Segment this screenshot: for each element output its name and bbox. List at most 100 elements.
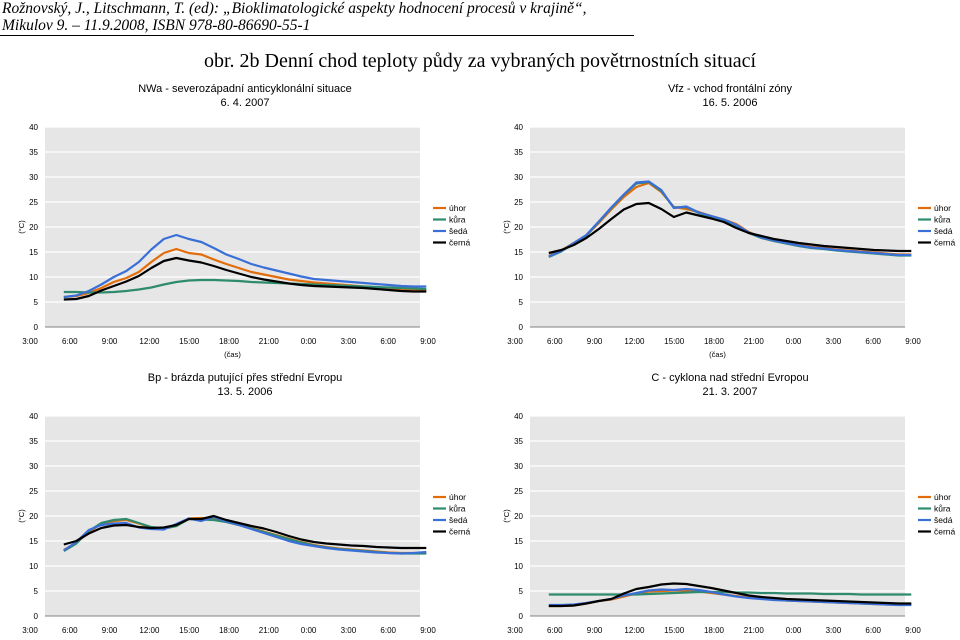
x-tick-label: 3:00 (507, 337, 523, 346)
legend-label-černá: černá (449, 238, 471, 248)
y-tick-label: 40 (29, 123, 38, 132)
x-tick-label: 15:00 (664, 626, 685, 635)
x-tick-label: 21:00 (744, 626, 765, 635)
y-tick-label: 15 (29, 537, 38, 546)
y-tick-label: 35 (514, 148, 523, 157)
y-tick-label: 25 (29, 198, 38, 207)
legend-label-šedá: šedá (449, 226, 468, 236)
x-tick-label: 18:00 (704, 337, 725, 346)
y-tick-label: 20 (514, 512, 523, 521)
series-line-černá (63, 514, 427, 550)
x-axis-label: (čas) (709, 350, 726, 359)
y-tick-label: 30 (514, 462, 523, 471)
y-tick-label: 5 (519, 298, 524, 307)
x-tick-label: 12:00 (624, 337, 645, 346)
legend-label-černá: černá (934, 238, 956, 248)
y-tick-label: 0 (34, 612, 39, 621)
x-tick-label: 18:00 (219, 337, 240, 346)
chart-panel-3: Bp - brázda putující přes střední Evropu… (17, 372, 471, 640)
header-citation-line1: Rožnovský, J., Litschmann, T. (ed): „Bio… (2, 0, 587, 17)
series-line-šedá (63, 233, 427, 299)
y-axis-label: (°C) (502, 220, 511, 234)
chart-subtitle: 21. 3. 2007 (702, 386, 757, 398)
series-line-kůra (63, 278, 427, 294)
y-tick-label: 0 (519, 323, 524, 332)
y-tick-label: 15 (514, 537, 523, 546)
x-tick-label: 6:00 (547, 626, 563, 635)
x-tick-label: 9:00 (102, 626, 118, 635)
x-tick-label: 21:00 (259, 626, 280, 635)
legend-label-úhor: úhor (449, 203, 466, 213)
x-tick-label: 6:00 (62, 337, 78, 346)
y-tick-label: 20 (514, 223, 523, 232)
y-tick-label: 0 (519, 612, 524, 621)
chart-title: Bp - brázda putující přes střední Evropu (148, 372, 342, 384)
y-tick-label: 30 (514, 173, 523, 182)
y-tick-label: 10 (514, 273, 523, 282)
x-tick-label: 9:00 (420, 337, 436, 346)
chart-title: NWa - severozápadní anticyklonální situa… (138, 83, 352, 95)
x-tick-label: 3:00 (341, 626, 357, 635)
y-axis-label: (°C) (17, 220, 26, 234)
legend-label-šedá: šedá (934, 226, 953, 236)
x-tick-label: 3:00 (22, 626, 38, 635)
figure-title: obr. 2b Denní chod teploty půdy za vybra… (203, 50, 757, 72)
series-line-černá (63, 256, 427, 301)
x-tick-label: 18:00 (704, 626, 725, 635)
y-tick-label: 10 (29, 562, 38, 571)
y-axis-label: (°C) (502, 509, 511, 523)
chart-panel-4: C - cyklona nad střední Evropou 21. 3. 20… (502, 372, 956, 640)
x-tick-label: 3:00 (507, 626, 523, 635)
x-tick-label: 15:00 (179, 626, 200, 635)
y-axis-label: (°C) (17, 509, 26, 523)
x-tick-label: 21:00 (259, 337, 280, 346)
x-tick-label: 18:00 (219, 626, 240, 635)
x-tick-label: 0:00 (301, 337, 317, 346)
x-tick-label: 9:00 (420, 626, 436, 635)
y-tick-label: 40 (514, 123, 523, 132)
header-divider (0, 35, 634, 36)
x-tick-label: 12:00 (139, 337, 160, 346)
chart-subtitle: 13. 5. 2006 (217, 386, 272, 398)
chart-subtitle: 16. 5. 2006 (702, 97, 757, 109)
legend-label-kůra: kůra (934, 215, 951, 225)
chart-title: C - cyklona nad střední Evropou (651, 372, 808, 384)
chart-panel-2: Vfz - vchod frontální zóny 16. 5. 2006 0 5 1… (502, 83, 956, 359)
x-axis-label: (čas) (224, 350, 241, 359)
x-tick-label: 6:00 (62, 626, 78, 635)
legend-label-kůra: kůra (449, 504, 466, 514)
x-tick-label: 3:00 (826, 626, 842, 635)
legend-label-kůra: kůra (934, 504, 951, 514)
y-tick-label: 10 (514, 562, 523, 571)
y-tick-label: 0 (34, 323, 39, 332)
y-tick-label: 40 (29, 412, 38, 421)
y-tick-label: 35 (29, 437, 38, 446)
y-tick-label: 15 (29, 248, 38, 257)
y-tick-label: 25 (29, 487, 38, 496)
legend-label-úhor: úhor (934, 203, 951, 213)
y-tick-label: 25 (514, 487, 523, 496)
y-tick-label: 10 (29, 273, 38, 282)
x-tick-label: 9:00 (587, 337, 603, 346)
header-citation-line2: Mikulov 9. – 11.9.2008, ISBN 978-80-8669… (2, 17, 311, 34)
x-tick-label: 3:00 (341, 337, 357, 346)
legend-label-úhor: úhor (449, 492, 466, 502)
legend-label-úhor: úhor (934, 492, 951, 502)
x-tick-label: 9:00 (102, 337, 118, 346)
series-line-šedá (548, 180, 912, 258)
legend-label-černá: černá (934, 527, 956, 537)
x-tick-label: 6:00 (380, 626, 396, 635)
y-tick-label: 30 (29, 173, 38, 182)
x-tick-label: 12:00 (624, 626, 645, 635)
x-tick-label: 9:00 (587, 626, 603, 635)
y-tick-label: 25 (514, 198, 523, 207)
series-line-černá (548, 582, 912, 608)
x-tick-label: 0:00 (301, 626, 317, 635)
x-tick-label: 6:00 (865, 626, 881, 635)
y-tick-label: 5 (34, 587, 39, 596)
x-tick-label: 12:00 (139, 626, 160, 635)
legend-label-šedá: šedá (449, 515, 468, 525)
y-tick-label: 20 (29, 512, 38, 521)
x-tick-label: 21:00 (744, 337, 765, 346)
